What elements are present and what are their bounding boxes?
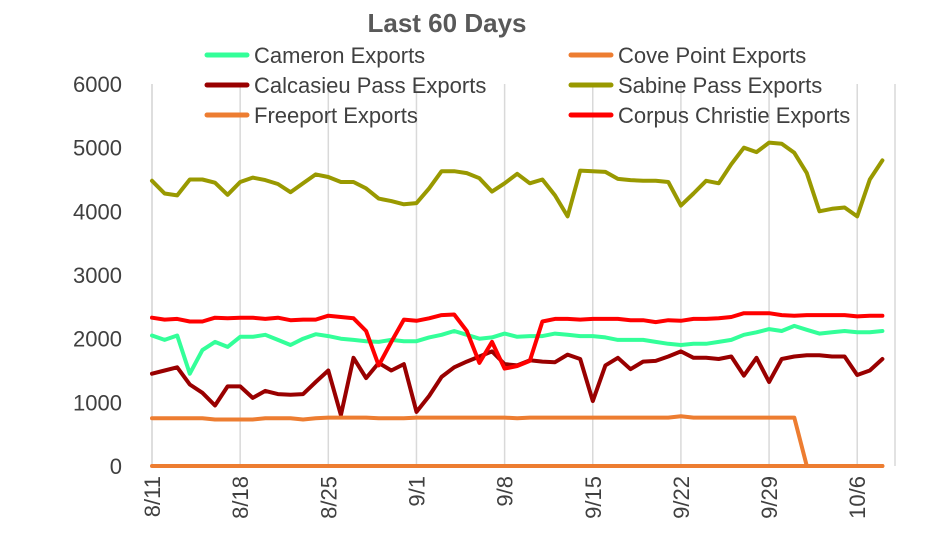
chart-title: Last 60 Days [368, 8, 527, 38]
series-line-cameron-exports [150, 323, 885, 376]
x-axis-ticks: 8/11 8/18 8/25 9/1 9/8 9/15 9/22 9/29 10/6 [140, 476, 870, 519]
y-tick-label: 1000 [73, 390, 122, 415]
y-tick-label: 2000 [73, 327, 122, 352]
y-tick-label: 3000 [73, 263, 122, 288]
x-tick-label: 9/29 [757, 476, 782, 519]
series-line-corpus-christie-exports [150, 311, 885, 371]
series-line-sabine-pass-exports [150, 140, 885, 219]
series-lines [150, 140, 885, 468]
y-tick-label: 0 [110, 454, 122, 479]
series-line-freeport-exports [150, 414, 885, 468]
gridlines [151, 84, 896, 466]
x-tick-label: 9/15 [581, 476, 606, 519]
x-tick-label: 8/25 [316, 476, 341, 519]
legend: Cameron Exports Cove Point Exports Calcasi… [204, 43, 850, 128]
legend-label: Sabine Pass Exports [618, 73, 822, 98]
y-axis-ticks: 0 1000 2000 3000 4000 5000 6000 [73, 72, 122, 479]
y-tick-label: 6000 [73, 72, 122, 97]
legend-label: Corpus Christie Exports [618, 103, 850, 128]
y-tick-label: 5000 [73, 136, 122, 161]
series-line-calcasieu-pass-exports [150, 349, 885, 418]
legend-label: Calcasieu Pass Exports [254, 73, 486, 98]
legend-label: Freeport Exports [254, 103, 418, 128]
y-tick-label: 4000 [73, 199, 122, 224]
x-tick-label: 9/8 [493, 476, 518, 507]
x-tick-label: 10/6 [845, 476, 870, 519]
legend-label: Cove Point Exports [618, 43, 806, 68]
x-tick-label: 9/1 [404, 476, 429, 507]
legend-label: Cameron Exports [254, 43, 425, 68]
x-tick-label: 8/11 [140, 476, 165, 517]
x-tick-label: 9/22 [669, 476, 694, 519]
x-tick-label: 8/18 [228, 476, 253, 519]
